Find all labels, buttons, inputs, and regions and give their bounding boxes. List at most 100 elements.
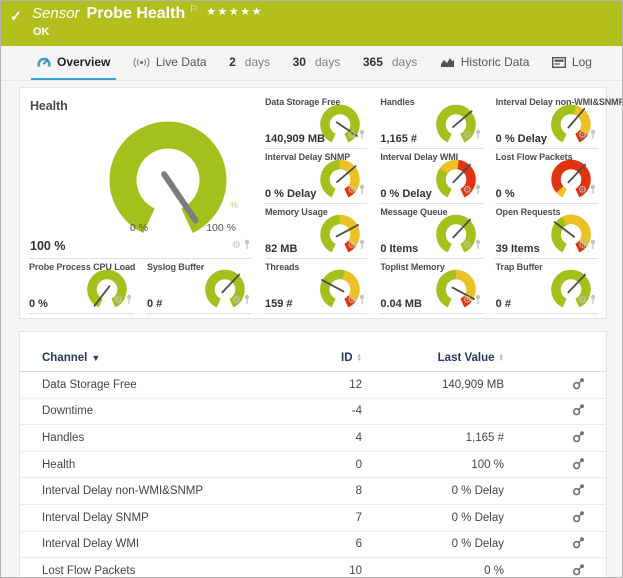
pin-icon[interactable] — [589, 127, 597, 145]
table-row[interactable]: Health 0 100 % — [20, 452, 606, 479]
gauge-value: 140,909 MB — [265, 133, 325, 145]
pin-icon[interactable] — [474, 182, 482, 200]
pin-icon[interactable] — [358, 127, 366, 145]
gauge-tile-threads[interactable]: Threads 159 # ⚙ — [264, 259, 368, 314]
pin-icon[interactable] — [589, 292, 597, 310]
gauge-tile-lost-flow-packets[interactable]: Lost Flow Packets 0 % ⚙ — [494, 149, 598, 204]
tab-log[interactable]: Log — [546, 46, 598, 80]
table-row[interactable]: Downtime -4 — [20, 399, 606, 426]
gauge-title: Memory Usage — [265, 207, 328, 217]
channel-settings-icon[interactable] — [572, 536, 586, 552]
pin-icon[interactable] — [474, 237, 482, 255]
gauge-actions: ⚙ — [347, 182, 366, 200]
cell-actions — [504, 457, 586, 473]
gauge-tile-data-storage-free[interactable]: Data Storage Free 140,909 MB ⚙ — [264, 94, 368, 149]
channel-settings-icon[interactable] — [572, 430, 586, 446]
channel-settings-icon[interactable] — [572, 377, 586, 393]
pin-icon[interactable] — [589, 182, 597, 200]
pin-icon[interactable] — [358, 182, 366, 200]
tab-overview[interactable]: Overview — [31, 46, 117, 80]
table-row[interactable]: Lost Flow Packets 10 0 % — [20, 558, 606, 577]
gauge-tile-syslog-buffer[interactable]: Syslog Buffer 0 # ⚙ — [146, 259, 252, 314]
pin-icon[interactable] — [243, 237, 251, 255]
priority-stars[interactable]: ★★★★★ — [206, 6, 263, 18]
gauge-dial — [431, 157, 481, 205]
gauge-tile-handles[interactable]: Handles 1,165 # ⚙ — [379, 94, 483, 150]
cell-channel[interactable]: Downtime — [42, 405, 94, 418]
cell-channel[interactable]: Health — [42, 458, 76, 471]
table-body: Data Storage Free 12 140,909 MB Downtime -4 H… — [20, 372, 606, 577]
gauge-actions: ⚙ — [578, 292, 597, 310]
pin-icon[interactable] — [125, 292, 133, 310]
table-row[interactable]: Interval Delay SNMP 7 0 % Delay — [20, 505, 606, 532]
tab-live-data[interactable]: Live Data — [127, 46, 213, 80]
table-row[interactable]: Interval Delay non-WMI&SNMP 8 0 % Delay — [20, 478, 606, 505]
table-row[interactable]: Data Storage Free 12 140,909 MB — [20, 372, 606, 399]
tab-historic-data[interactable]: Historic Data — [434, 46, 536, 80]
gauge-value: 0 # — [495, 298, 511, 310]
gauge-dial — [546, 212, 596, 260]
pin-icon[interactable] — [474, 127, 482, 145]
tab-2-days[interactable]: 2 days — [223, 46, 276, 80]
gear-icon[interactable]: ⚙ — [578, 185, 587, 196]
ok-check-icon: ✓ — [10, 8, 22, 24]
gauge-tile-open-requests[interactable]: Open Requests 39 Items ⚙ — [494, 204, 598, 260]
gear-icon[interactable]: ⚙ — [578, 295, 587, 306]
table-row[interactable]: Handles 4 1,165 # — [20, 425, 606, 452]
gauge-tile-trap-buffer[interactable]: Trap Buffer 0 # ⚙ — [494, 259, 598, 314]
gauge-tile-message-queue[interactable]: Message Queue 0 Items ⚙ — [379, 204, 483, 259]
column-header-id[interactable]: ID ▲ ▼ — [341, 351, 362, 364]
gear-icon[interactable]: ⚙ — [578, 240, 587, 251]
channel-settings-icon[interactable] — [572, 403, 586, 419]
gauge-actions: ⚙ — [578, 182, 597, 200]
gear-icon[interactable]: ⚙ — [578, 130, 587, 141]
gear-icon[interactable]: ⚙ — [347, 240, 357, 251]
gear-icon[interactable]: ⚙ — [232, 240, 241, 251]
gear-icon[interactable]: ⚙ — [462, 295, 472, 306]
tab-365-days[interactable]: 365 days — [357, 46, 423, 80]
gauge-dial — [431, 102, 481, 150]
cell-channel[interactable]: Interval Delay WMI — [42, 538, 140, 551]
table-row[interactable]: Interval Delay WMI 6 0 % Delay — [20, 532, 606, 559]
gear-icon[interactable]: ⚙ — [347, 130, 357, 141]
column-header-channel[interactable]: Channel ▼ — [42, 351, 101, 364]
cell-channel[interactable]: Interval Delay SNMP — [42, 511, 149, 524]
page-title: Probe Health — [86, 5, 186, 22]
gauge-tile-interval-delay-snmp[interactable]: Interval Delay SNMP 0 % Delay ⚙ — [264, 149, 368, 204]
channel-settings-icon[interactable] — [572, 510, 586, 526]
gauge-tile-memory-usage[interactable]: Memory Usage 82 MB ⚙ — [264, 204, 368, 259]
cell-channel[interactable]: Interval Delay non-WMI&SNMP — [42, 485, 204, 498]
gauge-tile-health[interactable]: Health % 0 % 100 % 100 % ⚙ — [28, 94, 252, 259]
gauge-tile-toplist-memory[interactable]: Toplist Memory 0.04 MB ⚙ — [379, 259, 483, 314]
pin-icon[interactable] — [589, 237, 597, 255]
cell-channel[interactable]: Data Storage Free — [42, 378, 137, 391]
gauge-tile-interval-delay-non-wmi-snmp[interactable]: Interval Delay non-WMI&SNMP 0 % Delay ⚙ — [494, 94, 622, 149]
cell-channel[interactable]: Handles — [42, 431, 85, 444]
gear-icon[interactable]: ⚙ — [114, 295, 123, 306]
channel-settings-icon[interactable] — [572, 563, 586, 577]
tab-30-days[interactable]: 30 days — [287, 46, 347, 80]
gauge-title: Interval Delay non-WMI&SNMP — [495, 97, 623, 107]
gear-icon[interactable]: ⚙ — [347, 185, 357, 196]
gear-icon[interactable]: ⚙ — [462, 130, 472, 141]
flag-icon[interactable]: ⚐ — [189, 4, 199, 15]
pin-icon[interactable] — [358, 237, 366, 255]
gear-icon[interactable]: ⚙ — [347, 295, 357, 306]
gauge-actions: ⚙ — [347, 237, 366, 255]
channel-settings-icon[interactable] — [572, 483, 586, 499]
cell-channel[interactable]: Lost Flow Packets — [42, 564, 136, 577]
pin-icon[interactable] — [243, 292, 251, 310]
pin-icon[interactable] — [474, 292, 482, 310]
cell-id: 4 — [355, 431, 362, 444]
pin-icon[interactable] — [358, 292, 366, 310]
gear-icon[interactable]: ⚙ — [232, 295, 241, 306]
channel-settings-icon[interactable] — [572, 457, 586, 473]
gauge-tile-interval-delay-wmi[interactable]: Interval Delay WMI 0 % Delay ⚙ — [379, 149, 483, 205]
gear-icon[interactable]: ⚙ — [462, 240, 472, 251]
gauge-value: 0 % Delay — [265, 188, 317, 200]
gauge-actions: ⚙ — [463, 127, 482, 145]
column-header-last-value[interactable]: Last Value ▲ ▼ — [437, 351, 504, 364]
gauge-tile-probe-process-cpu-load[interactable]: Probe Process CPU Load 0 % ⚙ — [28, 259, 135, 314]
gear-icon[interactable]: ⚙ — [462, 185, 472, 196]
